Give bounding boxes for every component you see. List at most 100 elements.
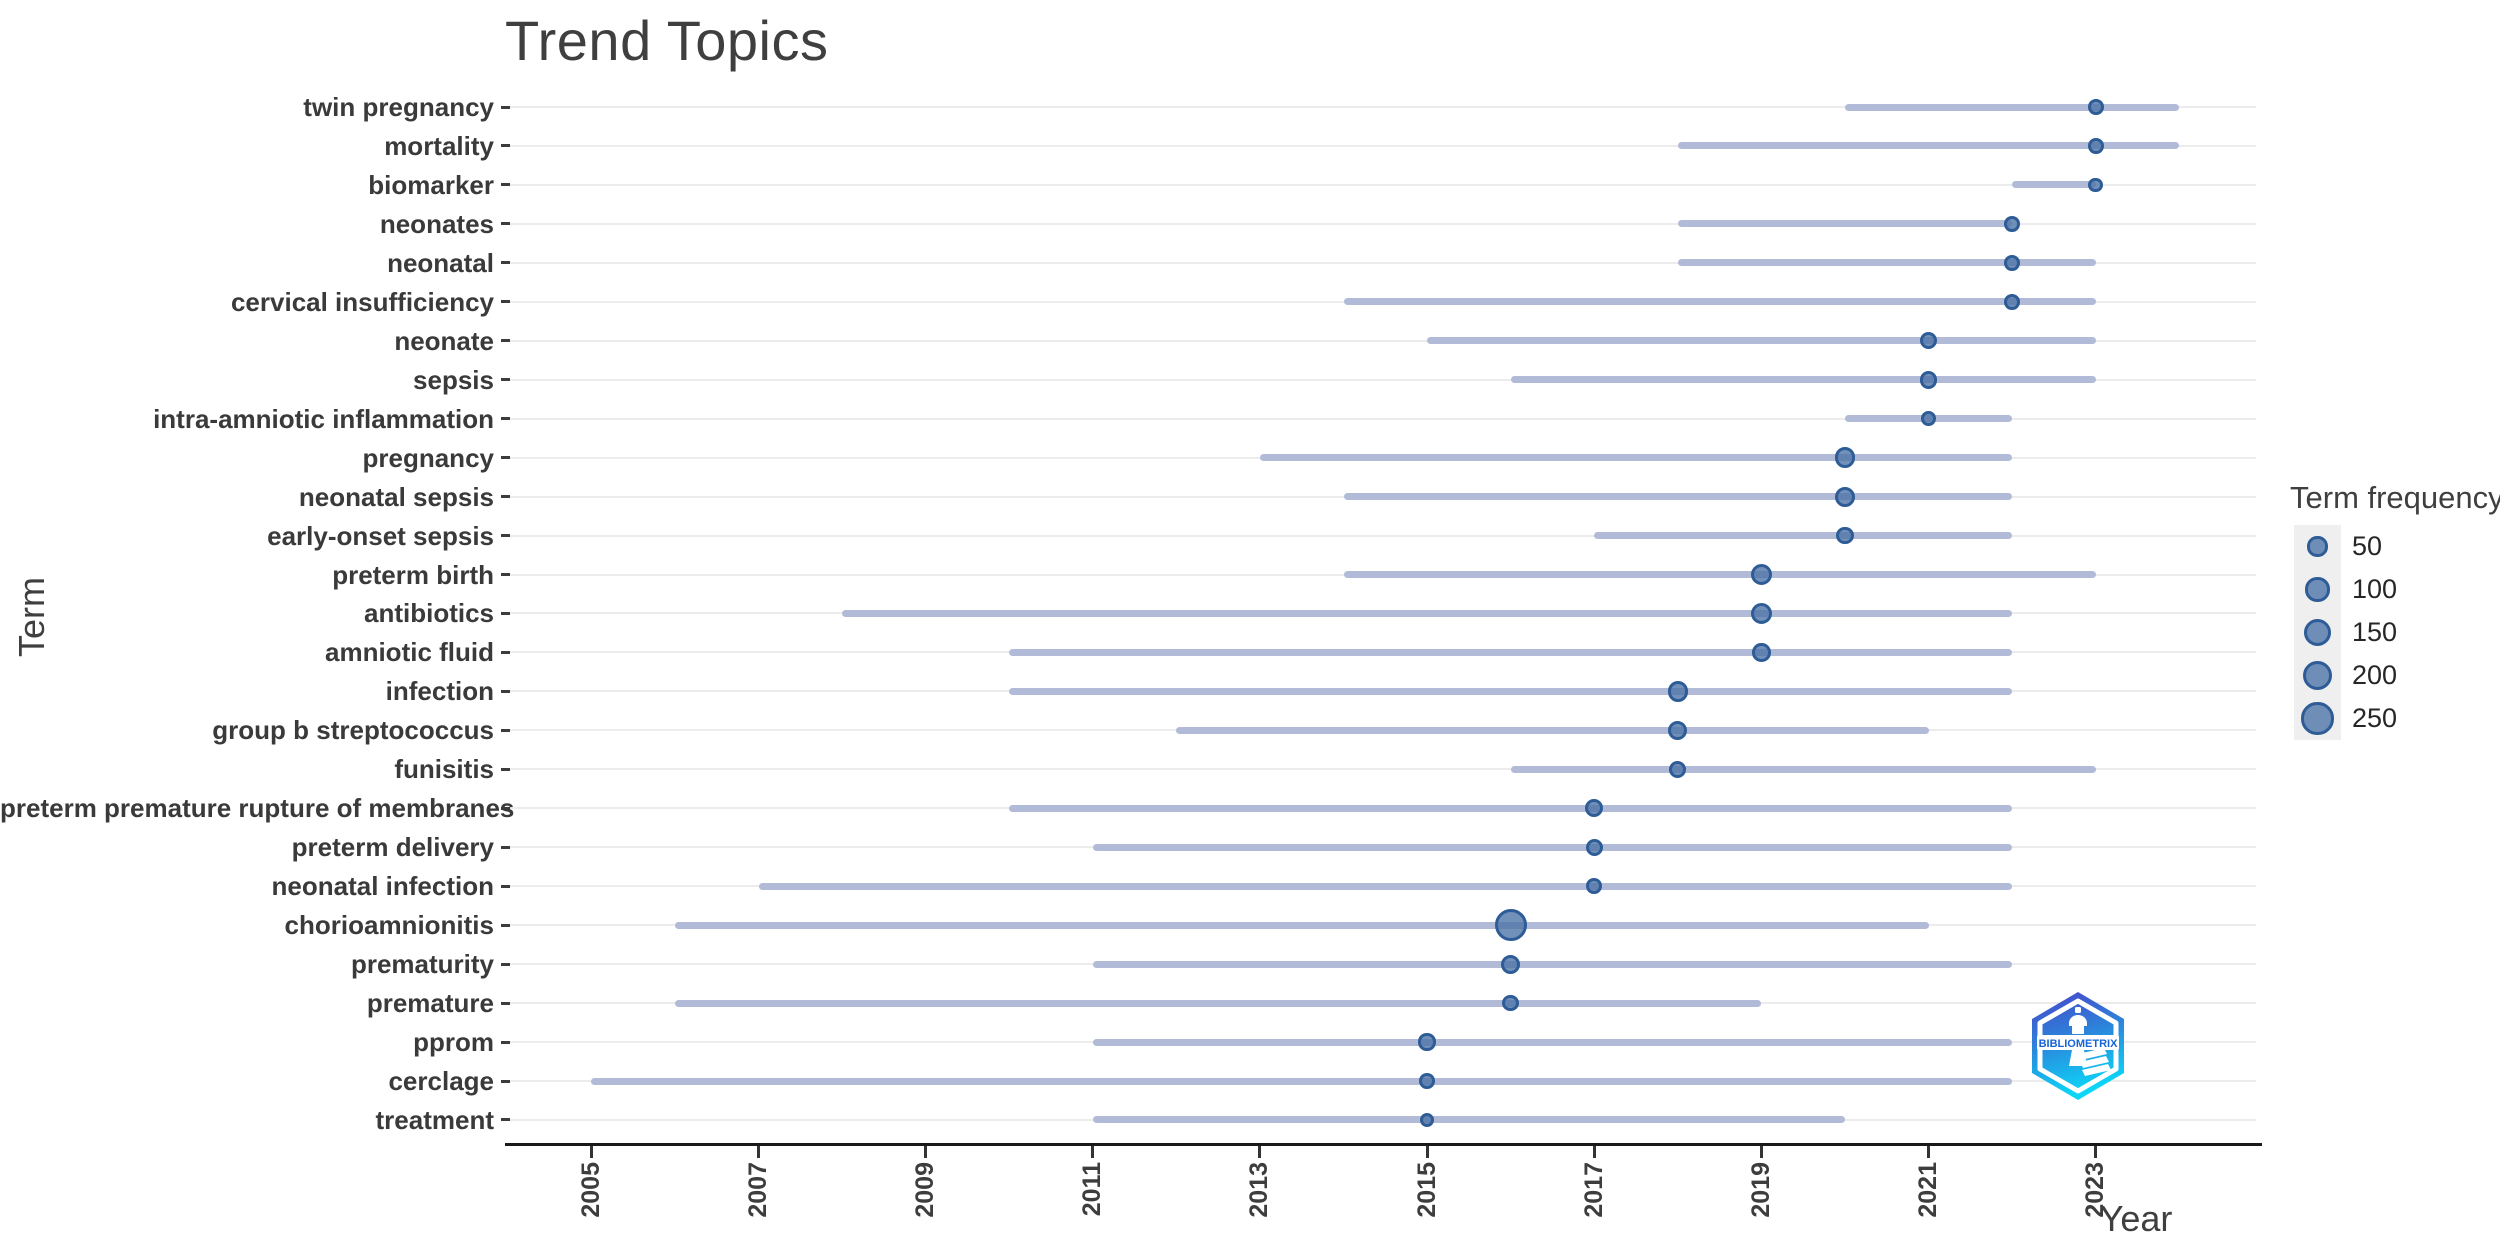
term-label: group b streptococcus bbox=[212, 715, 494, 746]
term-range-segment bbox=[1427, 337, 2096, 345]
term-frequency-dot bbox=[2088, 177, 2104, 193]
term-label: neonate bbox=[394, 325, 494, 356]
x-tick-label: 2017 bbox=[1579, 1162, 1608, 1218]
term-label: pprom bbox=[413, 1027, 494, 1058]
term-label: sepsis bbox=[413, 364, 494, 395]
legend-size-circle bbox=[2305, 577, 2330, 602]
y-axis-tick bbox=[501, 261, 510, 265]
x-axis-tick bbox=[1592, 1146, 1596, 1158]
logo-banner bbox=[2037, 1035, 2119, 1050]
term-frequency-dot bbox=[1669, 760, 1687, 778]
term-frequency-dot bbox=[1419, 1073, 1435, 1089]
x-axis-tick bbox=[1759, 1146, 1763, 1158]
x-axis-tick bbox=[2094, 1146, 2098, 1158]
bibliometrix-logo: BIBLIOMETRIX bbox=[2032, 992, 2124, 1100]
term-frequency-dot bbox=[1921, 411, 1936, 427]
term-label: cervical insufficiency bbox=[230, 286, 494, 317]
term-range-segment bbox=[1009, 648, 2013, 656]
term-label: neonatal bbox=[387, 247, 494, 278]
term-frequency-dot bbox=[1752, 643, 1771, 662]
gridline bbox=[510, 183, 2256, 186]
x-tick-label: 2013 bbox=[1245, 1162, 1274, 1218]
x-tick-label: 2007 bbox=[744, 1162, 773, 1218]
term-label: funisitis bbox=[394, 754, 494, 785]
y-axis-tick bbox=[501, 1079, 510, 1083]
term-label: neonates bbox=[379, 208, 494, 239]
term-label: antibiotics bbox=[363, 598, 494, 629]
x-tick-label: 2009 bbox=[911, 1162, 940, 1218]
y-axis-tick bbox=[501, 144, 510, 148]
y-axis-tick bbox=[501, 767, 510, 771]
y-axis-tick bbox=[501, 1118, 510, 1122]
term-frequency-dot bbox=[2004, 254, 2020, 271]
term-range-segment bbox=[1009, 804, 2013, 812]
y-axis-tick bbox=[501, 845, 510, 849]
term-range-segment bbox=[842, 609, 2013, 617]
legend-size-label: 150 bbox=[2352, 617, 2398, 647]
y-axis-tick bbox=[501, 495, 510, 499]
y-axis-tick bbox=[501, 806, 510, 810]
term-label: early-onset sepsis bbox=[267, 520, 494, 551]
y-axis-tick bbox=[501, 689, 510, 693]
term-label: infection bbox=[385, 676, 494, 707]
gridline bbox=[510, 534, 2256, 537]
x-axis-tick bbox=[1927, 1146, 1931, 1158]
gridline bbox=[510, 106, 2256, 108]
x-axis-line bbox=[505, 1143, 2262, 1146]
term-range-segment bbox=[674, 999, 1762, 1007]
term-label: twin pregnancy bbox=[303, 92, 494, 122]
term-frequency-dot bbox=[2004, 293, 2020, 310]
legend-size-label: 200 bbox=[2352, 660, 2398, 690]
term-label: preterm birth bbox=[332, 559, 494, 590]
term-frequency-dot bbox=[1585, 799, 1604, 818]
gridline bbox=[510, 417, 2256, 420]
y-axis-tick bbox=[501, 650, 510, 654]
gridline bbox=[510, 222, 2256, 225]
term-range-segment bbox=[1092, 843, 2013, 851]
y-axis-tick bbox=[501, 573, 510, 577]
term-frequency-dot bbox=[1750, 563, 1773, 586]
y-axis-tick bbox=[501, 962, 510, 966]
term-label: neonatal infection bbox=[271, 871, 494, 902]
term-frequency-dot bbox=[2087, 99, 2104, 115]
term-frequency-dot bbox=[1667, 681, 1689, 702]
term-range-segment bbox=[1844, 103, 2180, 111]
gridline bbox=[510, 768, 2256, 771]
y-axis-tick bbox=[501, 611, 510, 615]
term-label: premature bbox=[366, 988, 494, 1019]
legend-size-label: 50 bbox=[2352, 531, 2383, 561]
term-label: treatment bbox=[375, 1104, 494, 1135]
term-range-segment bbox=[1092, 960, 2013, 968]
y-axis-tick bbox=[501, 105, 510, 109]
y-axis-tick bbox=[501, 300, 510, 304]
term-label: neonatal sepsis bbox=[298, 481, 494, 512]
y-axis-tick bbox=[501, 417, 510, 421]
term-label: biomarker bbox=[368, 169, 494, 200]
x-axis-title: Year bbox=[2099, 1198, 2173, 1239]
y-axis-tick bbox=[501, 884, 510, 888]
term-frequency-dot bbox=[1834, 447, 1856, 468]
logo-wordmark: BIBLIOMETRIX bbox=[2039, 1038, 2118, 1050]
term-frequency-dot bbox=[1419, 1112, 1435, 1128]
term-label: preterm delivery bbox=[291, 832, 494, 863]
x-tick-label: 2019 bbox=[1746, 1162, 1775, 1218]
term-range-segment bbox=[2012, 181, 2096, 189]
term-frequency-dot bbox=[1834, 486, 1855, 507]
term-range-segment bbox=[674, 921, 1929, 929]
term-label: chorioamnionitis bbox=[284, 910, 494, 941]
term-frequency-dot bbox=[1501, 954, 1521, 974]
term-frequency-dot bbox=[1919, 332, 1938, 350]
legend-size-label: 250 bbox=[2352, 703, 2398, 733]
term-frequency-dot bbox=[1585, 838, 1603, 856]
x-tick-label: 2021 bbox=[1914, 1162, 1943, 1218]
term-frequency-dot bbox=[1919, 370, 1938, 389]
gridline bbox=[510, 378, 2256, 381]
y-axis-tick bbox=[501, 1040, 510, 1044]
x-tick-label: 2005 bbox=[576, 1162, 605, 1218]
term-label: pregnancy bbox=[362, 442, 495, 473]
term-range-segment bbox=[1176, 726, 1929, 734]
term-range-segment bbox=[1343, 571, 2096, 579]
term-range-segment bbox=[1677, 259, 2096, 267]
x-axis-tick bbox=[589, 1146, 593, 1158]
